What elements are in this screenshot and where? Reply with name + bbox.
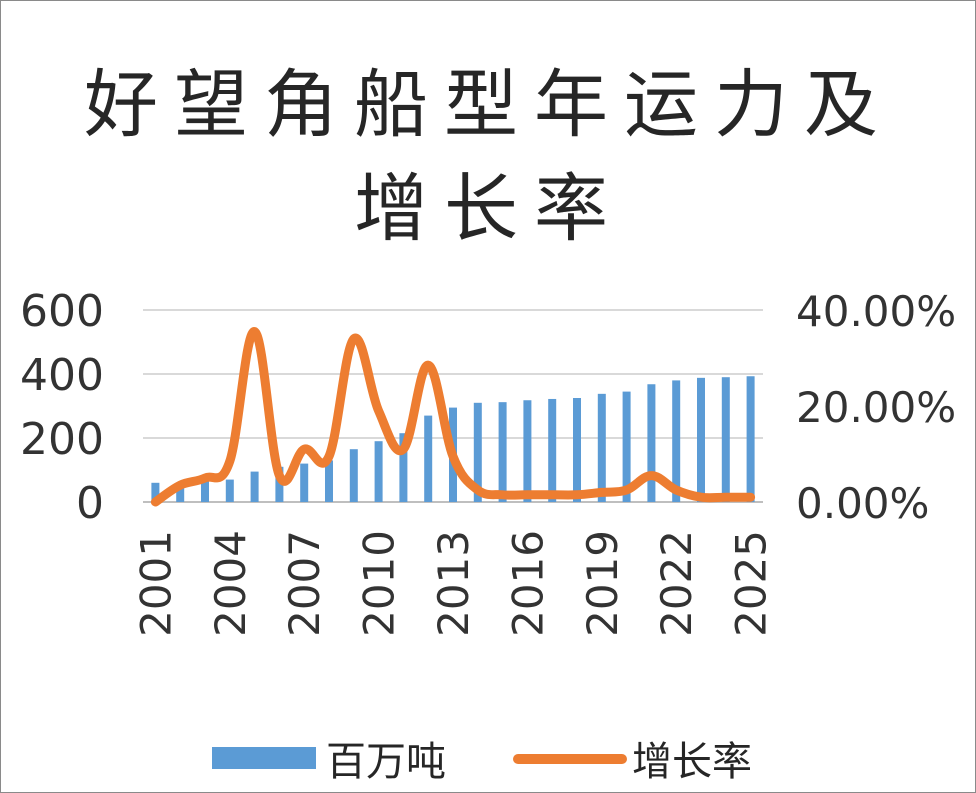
line-series bbox=[150, 327, 756, 507]
x-tick-label: 2010 bbox=[355, 530, 404, 637]
bar bbox=[275, 466, 284, 502]
x-tick-label: 2007 bbox=[280, 530, 329, 637]
bar bbox=[721, 377, 730, 502]
y-axis-left-ticks: 0 200 400 600 bbox=[20, 286, 104, 529]
y-right-tick-label: 20.00% bbox=[796, 383, 956, 432]
bar bbox=[349, 449, 358, 502]
bar bbox=[300, 463, 309, 502]
bar bbox=[498, 402, 507, 502]
y-left-tick-label: 400 bbox=[20, 350, 104, 401]
y-right-tick-label: 0.00% bbox=[796, 479, 929, 528]
legend-label-bar: 百万吨 bbox=[326, 739, 446, 785]
bar bbox=[374, 441, 383, 502]
x-tick-label: 2019 bbox=[578, 530, 627, 637]
x-axis-ticks: 2001 2004 2007 2010 2013 2016 2019 2022 2025 bbox=[131, 530, 775, 637]
x-tick-label: 2004 bbox=[206, 530, 255, 637]
bar bbox=[746, 376, 755, 502]
bar bbox=[176, 482, 185, 502]
legend-swatch-bar bbox=[212, 747, 316, 769]
x-tick-label: 2025 bbox=[727, 530, 776, 637]
chart-title: 好望角船型年运力及增长率 bbox=[84, 62, 894, 252]
bar bbox=[523, 400, 532, 502]
bar bbox=[201, 481, 209, 502]
bar bbox=[424, 415, 433, 502]
bar bbox=[325, 460, 333, 502]
bar bbox=[573, 398, 581, 502]
bar bbox=[597, 393, 606, 502]
x-tick-label: 2022 bbox=[652, 530, 701, 637]
bar bbox=[622, 391, 631, 502]
x-tick-label: 2001 bbox=[131, 530, 180, 637]
y-right-tick-label: 40.00% bbox=[796, 287, 956, 336]
legend: 百万吨 增长率 bbox=[212, 739, 752, 785]
y-left-tick-label: 600 bbox=[20, 286, 104, 337]
y-left-tick-label: 200 bbox=[20, 414, 104, 465]
x-tick-label: 2016 bbox=[503, 530, 552, 637]
bar bbox=[250, 471, 259, 502]
bar bbox=[473, 402, 482, 502]
bar bbox=[672, 380, 681, 502]
bar bbox=[399, 433, 408, 502]
legend-label-line: 增长率 bbox=[632, 739, 752, 785]
bar-series bbox=[151, 376, 755, 502]
y-axis-right-ticks: 0.00% 20.00% 40.00% bbox=[796, 287, 956, 528]
x-tick-label: 2013 bbox=[429, 530, 478, 637]
y-left-tick-label: 0 bbox=[76, 478, 104, 529]
bar bbox=[697, 377, 705, 502]
bar bbox=[548, 398, 557, 502]
bar bbox=[225, 479, 234, 502]
bar bbox=[647, 384, 656, 502]
bar bbox=[151, 482, 160, 502]
